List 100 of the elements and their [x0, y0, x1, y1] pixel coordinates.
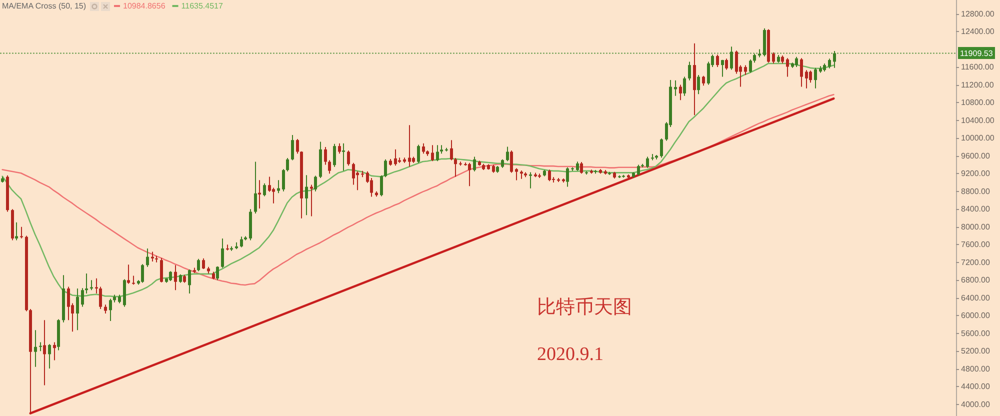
candlestick	[473, 156, 476, 172]
candlestick	[548, 169, 551, 182]
candlestick	[67, 286, 70, 321]
candlestick	[697, 74, 700, 95]
candlestick	[422, 142, 425, 154]
candlestick	[81, 288, 84, 308]
y-tick-label: 8000.00	[961, 222, 990, 232]
candlestick	[20, 226, 23, 239]
annotation: 2020.9.1	[537, 344, 604, 365]
y-tick-label: 9600.00	[961, 151, 990, 160]
candlestick	[436, 144, 439, 162]
candlestick	[805, 70, 808, 89]
candlestick	[95, 278, 98, 294]
candlestick	[291, 134, 294, 161]
y-tick-label: 5600.00	[961, 328, 990, 338]
candlestick	[580, 162, 583, 174]
candlestick	[454, 158, 457, 178]
candlestick	[53, 342, 56, 361]
y-tick-label: 10000.00	[961, 134, 995, 143]
legend-label: 10984.8656	[123, 2, 166, 10]
y-tick-label: 6000.00	[961, 311, 990, 320]
y-tick-label: 4800.00	[961, 364, 990, 374]
candlestick	[282, 168, 285, 192]
candlestick	[34, 330, 37, 368]
candlestick	[272, 187, 275, 204]
candlestick	[566, 166, 569, 188]
candlestick	[240, 236, 243, 248]
candlestick	[15, 222, 18, 241]
candlestick	[338, 142, 341, 154]
candlestick	[352, 162, 355, 186]
candlestick	[506, 146, 509, 162]
y-tick-label: 8400.00	[961, 204, 990, 214]
candlestick	[254, 161, 257, 214]
candlestick	[76, 288, 79, 331]
candlestick	[833, 50, 836, 68]
y-tick-label: 10400.00	[961, 116, 995, 125]
annotation: 比特币天图	[537, 297, 632, 318]
y-tick-label: 6400.00	[961, 293, 990, 302]
y-tick-label: 9200.00	[961, 169, 990, 178]
candlestick	[721, 59, 724, 78]
candlestick	[174, 264, 177, 291]
legend-title: MA/EMA Cross (50, 15)	[2, 2, 86, 10]
y-tick-label: 10800.00	[961, 98, 995, 108]
candlestick	[314, 175, 317, 192]
candlestick	[99, 286, 102, 310]
candlestick	[202, 258, 205, 270]
candlestick	[408, 124, 411, 168]
candlestick	[380, 174, 383, 197]
y-tick-label: 7600.00	[961, 240, 990, 250]
candlestick	[795, 56, 798, 68]
candlestick	[679, 84, 682, 101]
candlestick	[800, 58, 803, 88]
candlestick	[510, 150, 513, 174]
candlestick	[127, 264, 130, 284]
candlestick	[417, 144, 420, 164]
candlestick	[576, 161, 579, 172]
candlestick	[828, 58, 831, 69]
candlestick	[286, 158, 289, 172]
candlestick	[468, 162, 471, 187]
y-tick-label: 11200.00	[961, 80, 994, 90]
y-tick-label: 4000.00	[961, 400, 990, 409]
candlestick	[384, 158, 387, 178]
y-tick-label: 12800.00	[961, 9, 995, 18]
candlestick	[660, 138, 663, 158]
candlestick	[809, 70, 812, 84]
y-tick-label: 7200.00	[961, 258, 990, 267]
candlestick	[735, 50, 738, 74]
candlestick	[85, 272, 88, 294]
candlestick	[725, 58, 728, 70]
y-tick-label: 4400.00	[961, 382, 990, 392]
candlestick	[394, 148, 397, 166]
candlestick	[450, 140, 453, 161]
candlestick	[43, 320, 46, 386]
candlestick	[730, 46, 733, 70]
candlestick	[258, 180, 261, 209]
candlestick	[431, 144, 434, 162]
candlestick	[772, 52, 775, 64]
candlestick	[637, 164, 640, 176]
candlestick	[702, 75, 705, 86]
legend-label: 11635.4517	[181, 2, 224, 10]
candlestick	[688, 61, 691, 81]
candlestick	[646, 156, 649, 168]
candlestick	[786, 58, 789, 78]
candlestick	[342, 142, 345, 172]
candlestick	[160, 257, 163, 283]
candlestick	[814, 67, 817, 89]
candlestick	[188, 268, 191, 294]
candlestick	[328, 160, 331, 174]
candlestick	[263, 182, 266, 197]
candlestick	[169, 270, 172, 282]
candlestick	[744, 64, 747, 76]
candlestick	[716, 54, 719, 68]
candlestick	[197, 258, 200, 272]
candlestick	[305, 174, 308, 216]
y-tick-label: 5200.00	[961, 346, 990, 356]
candlestick	[683, 76, 686, 96]
y-tick-label: 11600.00	[961, 62, 994, 72]
candlestick	[324, 146, 327, 166]
candlestick	[221, 238, 224, 268]
candlestick	[529, 172, 532, 189]
